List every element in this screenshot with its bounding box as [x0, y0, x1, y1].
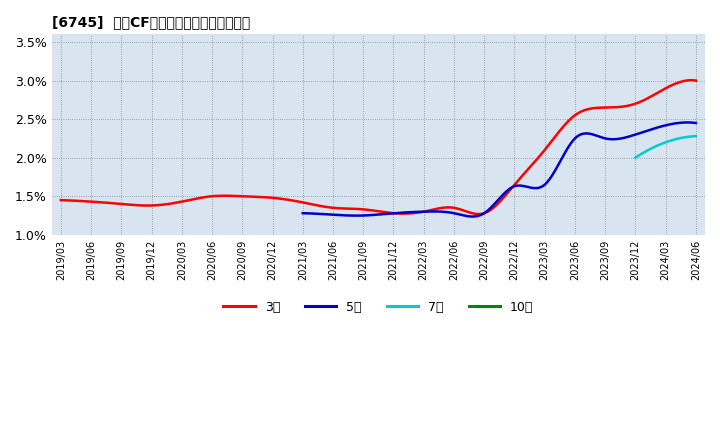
- 7年: [631, 155, 640, 160]
- 3年: [445, 205, 454, 210]
- 7年: [682, 134, 690, 139]
- 3年: [433, 206, 441, 211]
- Legend: 3年, 5年, 7年, 10年: 3年, 5年, 7年, 10年: [218, 296, 539, 319]
- 5年: [533, 186, 541, 191]
- Text: [6745]  営業CFマージンの標準偏差の推移: [6745] 営業CFマージンの標準偏差の推移: [52, 15, 250, 29]
- 3年: [692, 78, 701, 83]
- 7年: [692, 133, 701, 139]
- 5年: [298, 211, 307, 216]
- 3年: [435, 206, 444, 211]
- 5年: [656, 124, 665, 129]
- 7年: [667, 138, 675, 143]
- 5年: [692, 121, 701, 126]
- 7年: [668, 137, 677, 143]
- 3年: [688, 77, 696, 83]
- 5年: [541, 182, 549, 187]
- 7年: [686, 134, 695, 139]
- 5年: [534, 185, 542, 191]
- 3年: [475, 211, 484, 216]
- 7年: [631, 155, 640, 160]
- 5年: [300, 211, 308, 216]
- 7年: [667, 138, 676, 143]
- 5年: [468, 214, 477, 219]
- Line: 3年: 3年: [60, 80, 696, 214]
- 5年: [684, 120, 693, 125]
- 3年: [634, 100, 643, 105]
- Line: 7年: 7年: [636, 136, 696, 158]
- 3年: [56, 198, 65, 203]
- 3年: [594, 105, 603, 110]
- 5年: [631, 132, 640, 137]
- 3年: [58, 198, 67, 203]
- Line: 5年: 5年: [302, 122, 696, 216]
